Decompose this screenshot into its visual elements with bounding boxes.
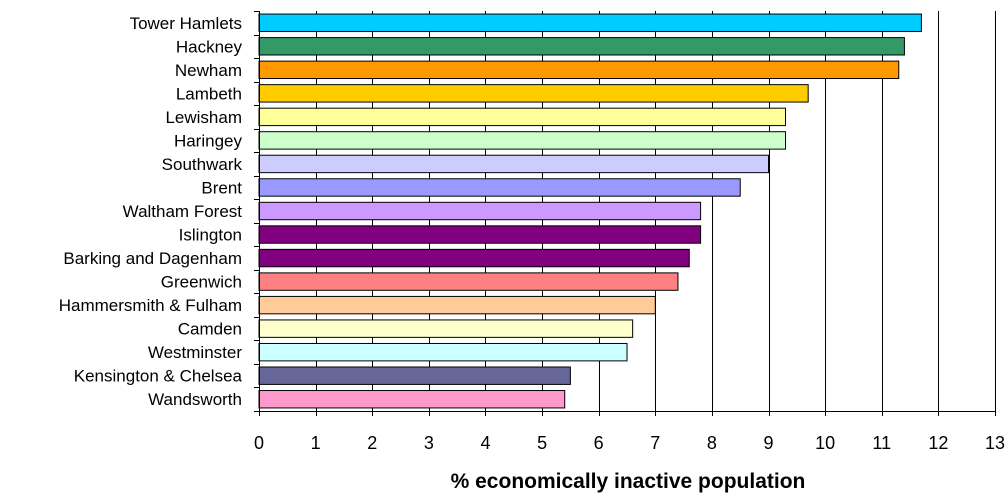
bar (258, 13, 922, 32)
bar (258, 319, 634, 338)
x-tick-label: 13 (985, 433, 1005, 453)
x-tick-label: 9 (764, 433, 774, 453)
bar (258, 178, 741, 197)
bar (258, 107, 787, 127)
category-label: Wandsworth (148, 390, 242, 409)
category-label: Waltham Forest (123, 202, 243, 221)
bar (258, 84, 809, 103)
x-tick-label: 0 (254, 433, 264, 453)
category-label: Lewisham (165, 108, 242, 127)
bars (258, 13, 922, 409)
category-label: Tower Hamlets (130, 14, 242, 33)
category-label: Haringey (174, 131, 243, 150)
category-label: Westminster (148, 343, 242, 362)
x-tick-label: 1 (311, 433, 321, 453)
x-tick-label: 7 (650, 433, 660, 453)
x-axis-title: % economically inactive population (451, 470, 806, 493)
category-labels: Tower Hamlets Hackney Newham Lambeth Lewisha… (59, 14, 243, 409)
category-label: Hammersmith & Fulham (59, 296, 242, 315)
x-tick-label: 4 (480, 433, 490, 453)
category-label: Greenwich (161, 273, 242, 292)
x-tick-label: 12 (928, 433, 948, 453)
bar (258, 272, 679, 291)
x-tick-label: 10 (815, 433, 835, 453)
bar (258, 366, 571, 385)
category-label: Islington (179, 226, 242, 245)
bar (258, 390, 566, 409)
bar (258, 131, 787, 150)
category-label: Kensington & Chelsea (74, 367, 243, 386)
x-tick-label: 8 (707, 433, 717, 453)
bar (258, 342, 628, 362)
category-label: Hackney (176, 37, 243, 56)
x-tick-labels: 0 1 2 3 4 5 6 7 8 9 10 11 12 13 (254, 433, 1005, 453)
category-label: Southwark (162, 155, 243, 174)
category-label: Barking and Dagenham (63, 249, 242, 268)
category-label: Lambeth (176, 84, 242, 103)
category-label: Camden (178, 320, 242, 339)
x-tick-label: 6 (594, 433, 604, 453)
category-label: Newham (175, 61, 242, 80)
bar (258, 295, 656, 315)
bar (258, 37, 905, 56)
bar (258, 201, 702, 221)
bar (258, 154, 770, 174)
x-tick-label: 5 (537, 433, 547, 453)
bar (258, 60, 900, 80)
x-tick-label: 3 (424, 433, 434, 453)
bar (258, 225, 702, 244)
category-label: Brent (201, 178, 242, 197)
axes (254, 11, 996, 416)
x-tick-label: 2 (367, 433, 377, 453)
bar (258, 248, 690, 268)
x-tick-label: 11 (872, 433, 891, 453)
